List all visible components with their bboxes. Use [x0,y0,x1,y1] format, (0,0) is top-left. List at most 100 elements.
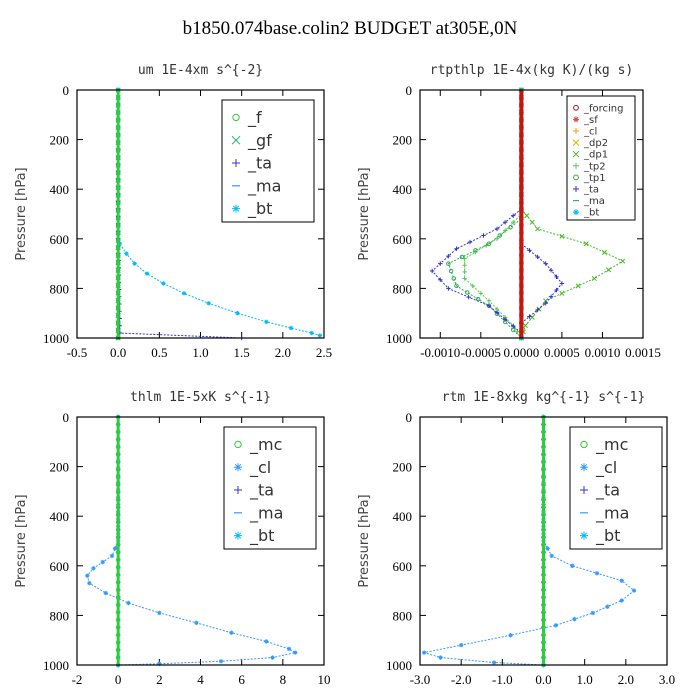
data-point [87,580,92,586]
legend-marker [234,440,242,449]
y-tick-label: 400 [50,509,70,524]
x-tick-label: 1.0 [192,345,208,360]
legend-label: _ma [583,196,605,207]
legend-label: _f [247,108,262,128]
legend-label: _dp1 [583,150,608,161]
data-point [317,333,323,338]
data-point [554,274,559,280]
legend-label: _ta [249,481,274,501]
legend-label: _ma [247,176,281,196]
legend-marker [580,463,588,472]
data-point [91,566,96,571]
data-point [438,655,443,660]
data-point [429,268,435,274]
data-point [527,248,532,253]
y-axis-label: Pressure [hPa] [357,167,372,260]
legend-marker [572,139,580,146]
data-point [543,301,548,306]
legend-label: _cl [583,127,597,138]
data-point [264,319,269,325]
legend-marker [232,204,240,213]
data-point [548,268,554,273]
legend-marker [231,135,241,145]
data-point [478,291,484,296]
data-point [494,310,500,315]
x-tick-label: 1.5 [234,345,250,360]
legend-label: _bt [583,208,599,219]
data-point [591,275,597,282]
data-point [448,268,454,274]
x-tick-label: 2.0 [618,672,634,687]
plot-frame [76,416,325,666]
legend-marker [572,150,580,158]
x-tick-label: 0.0005 [544,345,580,360]
y-axis-label: Pressure [hPa] [14,167,29,260]
data-point [605,604,610,609]
chart-title: rtpthlp 1E-4x(kg K)/(kg s) [430,63,634,78]
data-point [264,639,269,644]
y-tick-label: 0 [63,410,70,425]
data-point [126,600,131,606]
series-line [431,90,522,334]
legend-label: _bt [595,526,620,546]
data-point [559,233,565,239]
x-tick-label: 2 [156,672,163,687]
data-point [529,219,535,225]
data-point [292,650,298,655]
data-point [157,610,162,616]
y-tick-label: 800 [50,608,70,623]
legend-marker [580,486,588,494]
y-axis-label: Pressure [hPa] [357,494,372,587]
y-tick-label: 1000 [386,331,412,346]
x-tick-label: 0.0015 [625,345,661,360]
data-point [508,224,513,230]
data-point [620,258,626,264]
legend-label: _cl [249,458,271,478]
chart-2: rtpthlp 1E-4x(kg K)/(kg s) Pressure [hPa]… [357,63,661,360]
y-tick-label: 800 [393,608,413,623]
data-point [486,298,492,303]
series-line [521,243,563,324]
data-point [144,271,150,276]
data-point [486,303,492,308]
legend-label: _bt [247,199,272,219]
data-point [473,248,478,253]
data-point [590,610,596,616]
data-point [605,267,612,273]
data-point [181,291,187,296]
series-line [447,90,522,339]
x-tick-label: -0.0010 [420,345,460,360]
data-point [502,317,508,322]
data-point [570,563,575,568]
data-point [194,620,199,626]
y-tick-label: 600 [393,559,413,574]
data-point [446,253,451,259]
data-point [494,226,500,232]
y-tick-label: 200 [393,460,413,475]
data-point [235,311,240,316]
data-point [510,327,516,333]
data-point [470,283,475,289]
data-point [109,553,115,559]
data-point [446,286,451,291]
data-point [465,290,470,295]
legend-label: _ma [595,503,629,523]
data-point [619,598,624,603]
legend-label: _ta [595,481,620,501]
y-tick-label: 0 [63,83,70,98]
x-tick-label: -3.0 [410,672,431,687]
data-point [535,226,541,232]
data-point [543,261,548,266]
legend-label: _mc [595,435,628,455]
legend-label: _sf [583,115,598,126]
x-tick-label: -0.5 [67,345,88,360]
data-point [497,233,502,238]
data-point [124,251,129,256]
y-tick-label: 800 [393,281,413,296]
data-point [601,249,608,255]
data-point [462,263,467,268]
data-point [491,660,497,665]
data-point [511,324,516,329]
data-point [466,294,471,300]
x-tick-label: 0.0 [110,345,126,360]
